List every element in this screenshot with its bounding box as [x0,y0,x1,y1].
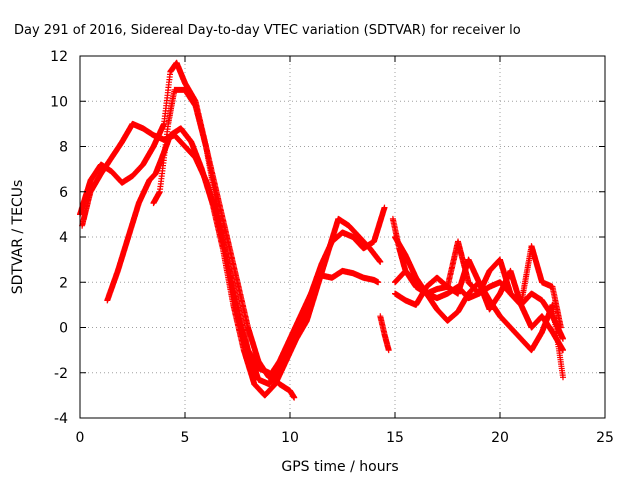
series-3 [150,86,298,401]
data-points [77,59,566,401]
series-3-markers [150,86,298,401]
y-tick-label: 2 [59,275,68,291]
x-tick-label: 20 [491,430,509,446]
y-tick-label: 6 [59,185,68,201]
y-tick-label: 0 [59,321,68,337]
y-tick-label: 10 [50,94,68,110]
series-8 [392,256,566,354]
x-tick-label: 0 [76,430,85,446]
series-2-markers [104,125,384,399]
chart-title: Day 291 of 2016, Sidereal Day-to-day VTE… [14,23,521,38]
x-tick-label: 10 [281,430,299,446]
x-tick-label: 25 [596,430,614,446]
y-tick-label: -2 [54,366,68,382]
y-tick-labels: -4 -2 0 2 4 6 8 10 12 [50,49,68,427]
plot-frame [79,55,606,419]
y-axis-label: SDTVAR / TECUs [10,180,26,295]
x-tick-label: 5 [181,430,190,446]
y-tick-label: 8 [59,140,68,156]
y-tick-label: 12 [50,49,68,65]
y-tick-label: -4 [54,411,68,427]
series-2 [104,125,384,399]
series-6 [392,234,566,381]
grid-lines [80,56,605,418]
x-axis-label: GPS time / hours [281,459,398,475]
y-tick-label: 4 [59,230,68,246]
series-4-markers [377,313,392,354]
x-tick-label: 15 [386,430,404,446]
series-4 [377,313,392,354]
series-8-markers [392,256,566,354]
x-tick-labels: 0 5 10 15 20 25 [76,430,614,446]
axis-ticks [79,55,606,419]
series-6-markers [392,234,566,381]
